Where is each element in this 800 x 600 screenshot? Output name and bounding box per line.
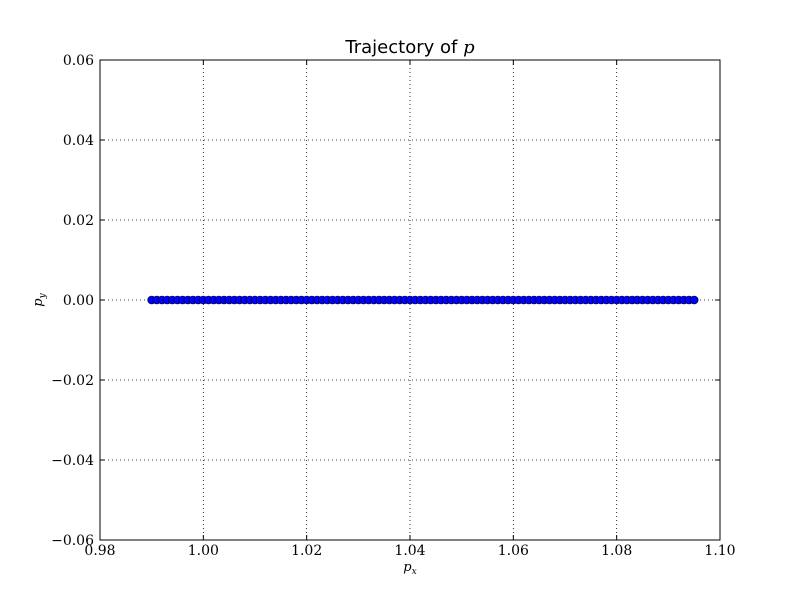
- axis-ticks: [99, 59, 721, 541]
- x-tick-label: 1.00: [188, 543, 219, 559]
- x-tick-labels: 0.98 1.00 1.02 1.04 1.06 1.08 1.10: [84, 543, 735, 559]
- y-tick-label: 0.02: [63, 213, 94, 229]
- y-tick-label: 0.06: [63, 53, 94, 69]
- x-tick-label: 1.08: [601, 543, 632, 559]
- x-tick-label: 1.10: [704, 543, 735, 559]
- y-axis-label: py: [31, 292, 48, 306]
- x-axis-label: px: [403, 560, 416, 577]
- y-tick-label: −0.02: [51, 373, 94, 389]
- chart-title: Trajectory of p: [344, 37, 475, 58]
- y-tick-label: 0.00: [63, 293, 94, 309]
- x-tick-label: 1.06: [498, 543, 529, 559]
- scatter-series: [147, 295, 699, 305]
- y-tick-label: −0.04: [51, 453, 94, 469]
- y-tick-labels: −0.06 −0.04 −0.02 0.00 0.02 0.04 0.06: [51, 53, 94, 549]
- data-point: [689, 295, 699, 305]
- x-tick-label: 0.98: [84, 543, 115, 559]
- x-tick-label: 1.04: [394, 543, 425, 559]
- x-tick-label: 1.02: [291, 543, 322, 559]
- y-tick-label: −0.06: [51, 533, 94, 549]
- y-tick-label: 0.04: [63, 133, 94, 149]
